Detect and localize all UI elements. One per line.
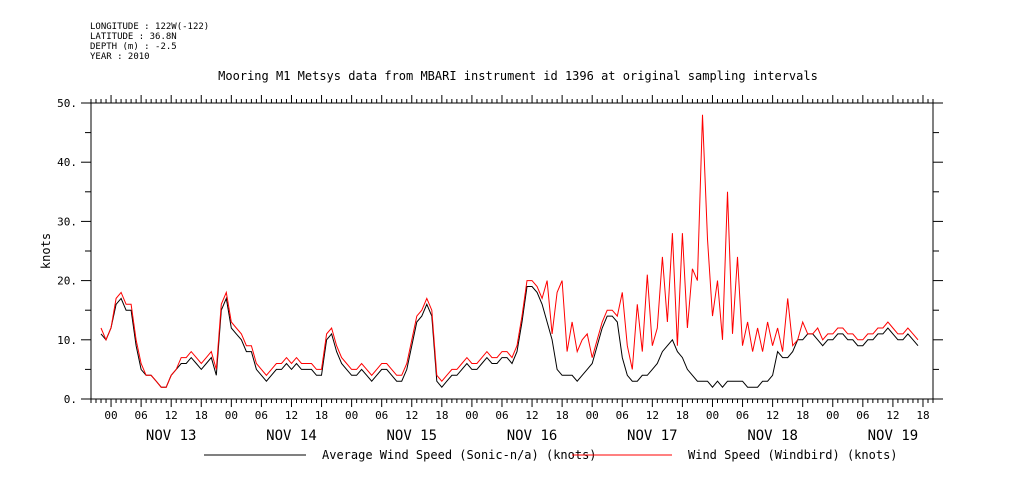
legend-label-1: Wind Speed (Windbird) (knots) [688,448,898,462]
x-hour-label: 00 [104,409,117,422]
x-hour-label: 06 [495,409,508,422]
x-hour-label: 12 [405,409,418,422]
x-hour-label: 12 [886,409,899,422]
x-hour-label: 18 [315,409,328,422]
y-tick-label: 40. [57,156,77,169]
x-hour-label: 18 [555,409,568,422]
y-axis-label: knots [39,233,53,269]
x-hour-label: 00 [345,409,358,422]
x-hour-label: 12 [285,409,298,422]
x-hour-label: 06 [616,409,629,422]
depth-label: DEPTH (m) : -2.5 [90,42,177,52]
x-hour-label: 00 [826,409,839,422]
x-hour-label: 12 [165,409,178,422]
legend-label-0: Average Wind Speed (Sonic-n/a) (knots) [322,448,597,462]
x-hour-label: 00 [586,409,599,422]
x-day-label: NOV 13 [146,428,197,444]
series-line-1 [100,114,919,388]
longitude-label: LONGITUDE : 122W(-122) [90,22,210,32]
x-hour-label: 12 [525,409,538,422]
x-hour-label: 18 [916,409,929,422]
y-tick-label: 0. [64,393,77,406]
y-tick-label: 20. [57,275,77,288]
x-hour-label: 06 [736,409,749,422]
x-hour-label: 12 [646,409,659,422]
year-label: YEAR : 2010 [90,52,150,62]
x-day-label: NOV 15 [386,428,437,444]
x-hour-label: 06 [375,409,388,422]
x-hour-label: 06 [134,409,147,422]
x-hour-label: 18 [195,409,208,422]
x-day-label: NOV 14 [266,428,317,444]
x-day-label: NOV 19 [868,428,919,444]
x-hour-label: 18 [435,409,448,422]
chart-title: Mooring M1 Metsys data from MBARI instru… [218,69,818,83]
y-tick-label: 30. [57,215,77,228]
x-day-label: NOV 17 [627,428,678,444]
y-tick-label: 50. [57,97,77,110]
x-hour-label: 18 [676,409,689,422]
x-hour-label: 18 [796,409,809,422]
latitude-label: LATITUDE : 36.8N [90,32,177,42]
x-day-label: NOV 16 [507,428,558,444]
x-hour-label: 12 [766,409,779,422]
y-tick-label: 10. [57,334,77,347]
series-line-0 [100,286,919,388]
x-hour-label: 06 [856,409,869,422]
x-hour-label: 06 [255,409,268,422]
x-day-label: NOV 18 [747,428,798,444]
x-hour-label: 00 [706,409,719,422]
x-hour-label: 00 [225,409,238,422]
x-hour-label: 00 [465,409,478,422]
